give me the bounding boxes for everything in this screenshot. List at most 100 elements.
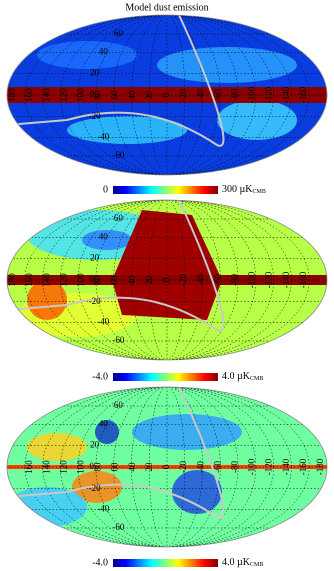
latitude-label: -40 bbox=[97, 317, 109, 327]
longitude-label: -140 bbox=[281, 271, 291, 288]
longitude-label: 160 bbox=[24, 460, 34, 474]
longitude-label: 140 bbox=[41, 460, 51, 474]
longitude-label: 100 bbox=[76, 460, 86, 474]
longitude-label: -100 bbox=[247, 458, 257, 475]
colorbar-min-label: -4.0 bbox=[92, 371, 108, 382]
meridian bbox=[113, 15, 221, 175]
longitude-label: 80 bbox=[93, 90, 103, 100]
longitude-label: 100 bbox=[76, 88, 86, 102]
latitude-label: 20 bbox=[90, 252, 100, 262]
sky-map bbox=[7, 15, 327, 175]
longitude-label: 180 bbox=[7, 88, 17, 102]
map-feature bbox=[112, 210, 222, 320]
longitude-label: 160 bbox=[24, 88, 34, 102]
latitude-label: 0 bbox=[90, 461, 95, 471]
latitude-label: -60 bbox=[112, 335, 124, 345]
longitude-label: 40 bbox=[127, 90, 137, 100]
map-outline bbox=[6, 14, 328, 176]
colorbar-unit-subscript: CMB bbox=[250, 376, 263, 382]
longitude-label: 40 bbox=[127, 462, 137, 472]
longitude-label: 120 bbox=[58, 88, 68, 102]
map-feature bbox=[37, 41, 137, 69]
latitude-label: 60 bbox=[114, 28, 124, 38]
longitude-label: -80 bbox=[230, 274, 240, 286]
longitude-label: -180 bbox=[315, 458, 325, 475]
latitude-label: -60 bbox=[112, 150, 124, 160]
meridian bbox=[131, 200, 203, 360]
sky-map bbox=[7, 200, 327, 360]
colorbar-unit: 300 µK bbox=[222, 184, 253, 195]
map-feature bbox=[27, 280, 67, 320]
longitude-label: -40 bbox=[195, 274, 205, 286]
latitude-label: -20 bbox=[89, 483, 101, 493]
map-feature bbox=[72, 471, 122, 503]
latitude-label: -20 bbox=[89, 111, 101, 121]
longitude-label: 180 bbox=[7, 273, 17, 287]
longitude-label: -20 bbox=[178, 89, 188, 101]
colorbar bbox=[113, 559, 218, 567]
latitude-label: 60 bbox=[114, 400, 124, 410]
galactic-plane bbox=[7, 275, 327, 285]
ecliptic bbox=[7, 387, 225, 519]
longitude-label: -40 bbox=[195, 461, 205, 473]
map-feature bbox=[132, 414, 242, 450]
longitude-label: 120 bbox=[58, 460, 68, 474]
longitude-label: -160 bbox=[298, 86, 308, 103]
longitude-label: -40 bbox=[195, 89, 205, 101]
longitude-label: -120 bbox=[264, 271, 274, 288]
longitude-label: 20 bbox=[144, 90, 154, 100]
latitude-label: 60 bbox=[114, 213, 124, 223]
colorbar bbox=[113, 373, 218, 381]
latitude-label: -20 bbox=[89, 296, 101, 306]
longitude-label: 160 bbox=[24, 273, 34, 287]
latitude-label: -40 bbox=[97, 504, 109, 514]
map-feature bbox=[27, 433, 87, 461]
longitude-label: 80 bbox=[93, 275, 103, 285]
colorbar-unit-subscript: CMB bbox=[252, 189, 265, 195]
colorbar-min-label: 0 bbox=[103, 184, 108, 195]
latitude-label: 40 bbox=[99, 419, 109, 429]
longitude-label: 80 bbox=[93, 462, 103, 472]
colorbar-unit-subscript: CMB bbox=[250, 562, 263, 568]
meridian bbox=[131, 15, 203, 175]
longitude-label: -160 bbox=[298, 271, 308, 288]
longitude-label: -140 bbox=[281, 86, 291, 103]
longitude-label: 60 bbox=[110, 90, 120, 100]
latitude-label: 40 bbox=[99, 232, 109, 242]
galactic-plane bbox=[7, 465, 327, 469]
longitude-label: -60 bbox=[212, 274, 222, 286]
ecliptic bbox=[7, 200, 225, 332]
longitude-label: -100 bbox=[247, 86, 257, 103]
colorbar-max-label: 4.0 µKCMB bbox=[222, 557, 263, 568]
longitude-label: 40 bbox=[127, 275, 137, 285]
longitude-label: -160 bbox=[298, 458, 308, 475]
longitude-label: 0 bbox=[161, 92, 171, 97]
latitude-label: 20 bbox=[90, 67, 100, 77]
galactic-plane bbox=[7, 87, 327, 103]
colorbar-unit: 4.0 µK bbox=[222, 557, 251, 568]
meridian bbox=[113, 200, 221, 360]
colorbar bbox=[113, 186, 218, 194]
latitude-label: -60 bbox=[112, 522, 124, 532]
meridian bbox=[148, 15, 186, 175]
longitude-label: -120 bbox=[264, 458, 274, 475]
colorbar-max-label: 300 µKCMB bbox=[222, 184, 266, 195]
longitude-label: -60 bbox=[212, 461, 222, 473]
latitude-label: 0 bbox=[90, 274, 95, 284]
longitude-label: -120 bbox=[264, 86, 274, 103]
latitude-label: 0 bbox=[90, 89, 95, 99]
longitude-label: -80 bbox=[230, 461, 240, 473]
map-outline bbox=[6, 386, 328, 548]
colorbar-min-label: -4.0 bbox=[92, 557, 108, 568]
longitude-label: 100 bbox=[76, 273, 86, 287]
longitude-label: 120 bbox=[58, 273, 68, 287]
map-feature bbox=[157, 47, 297, 83]
longitude-label: 60 bbox=[110, 275, 120, 285]
map-feature bbox=[67, 116, 187, 144]
meridian bbox=[148, 200, 186, 360]
longitude-label: 0 bbox=[161, 277, 171, 282]
meridian bbox=[113, 387, 221, 547]
longitude-label: 60 bbox=[110, 462, 120, 472]
latitude-label: -40 bbox=[97, 132, 109, 142]
